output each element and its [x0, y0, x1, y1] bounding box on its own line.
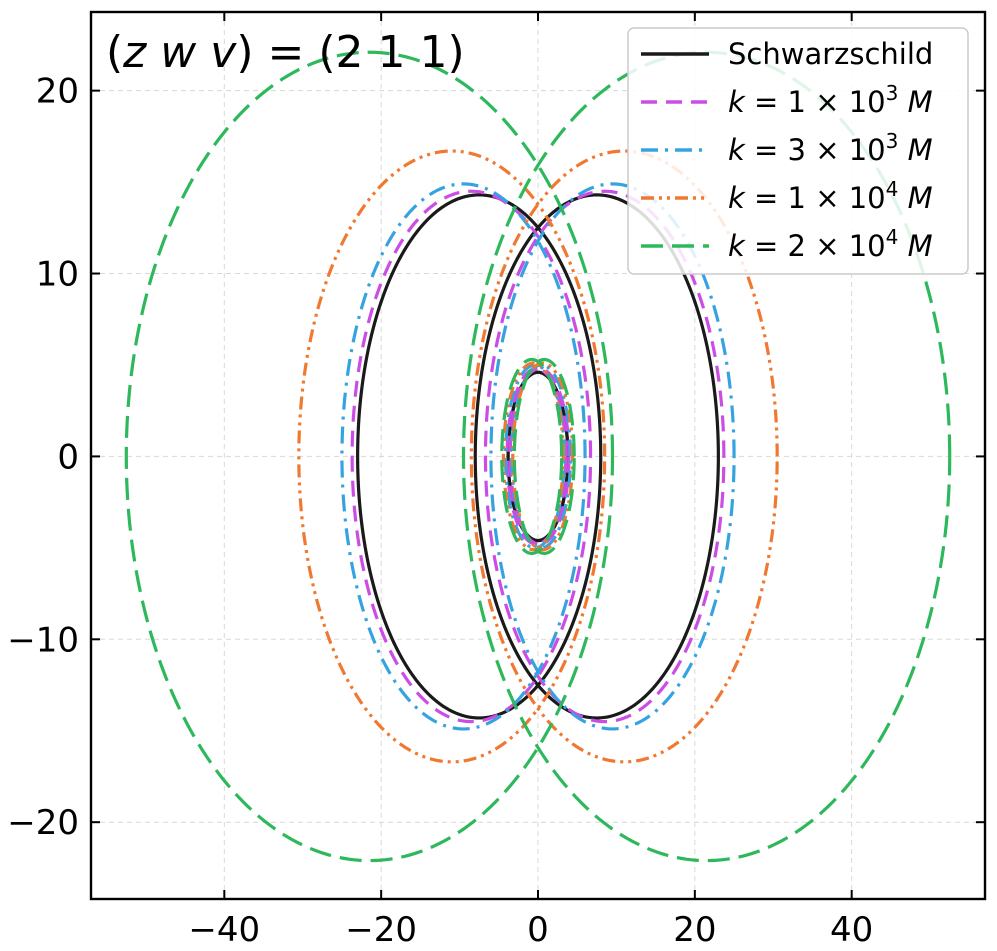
orbit-annotation: (z w v) = (2 1 1): [106, 27, 465, 78]
y-tick-label-0: −20: [7, 803, 79, 843]
series-3-left-lobe: [297, 149, 607, 764]
series-2-left-lobe: [340, 182, 587, 731]
y-tick-label-4: 20: [36, 72, 79, 112]
x-tick-label-0: −40: [188, 910, 260, 950]
y-tick-label-3: 10: [36, 255, 79, 295]
legend-label-3: k = 1 × 104 M: [728, 177, 933, 215]
series-4-left-lobe: [124, 50, 615, 863]
axis-ticks: −40 −20 0 20 40 −20 −10 0 10 20: [7, 12, 985, 950]
y-tick-label-1: −10: [7, 620, 79, 660]
legend-box: [627, 27, 969, 275]
series-1-right-lobe: [483, 189, 726, 724]
series-0-left-lobe: [356, 193, 603, 720]
x-tick-label-1: −20: [345, 910, 417, 950]
legend-label-2: k = 3 × 103 M: [728, 129, 933, 167]
legend-label-4: k = 2 × 104 M: [728, 225, 933, 263]
series-1-inner-loop-0: [508, 367, 571, 546]
legend-label-1: k = 1 × 103 M: [728, 81, 933, 119]
x-tick-label-2: 0: [527, 910, 549, 950]
x-tick-label-3: 20: [673, 910, 716, 950]
series-3-inner-loop-0: [511, 361, 575, 552]
y-tick-label-2: 0: [57, 437, 79, 477]
series-2-inner-loop-0: [510, 363, 573, 550]
x-tick-label-4: 40: [830, 910, 873, 950]
series-1-left-lobe: [350, 189, 593, 724]
legend: Schwarzschild k = 1 × 103 M k = 3 × 103 M k…: [627, 27, 969, 275]
series-3-inner-loop-1: [501, 361, 565, 552]
legend-label-0: Schwarzschild: [728, 37, 933, 71]
